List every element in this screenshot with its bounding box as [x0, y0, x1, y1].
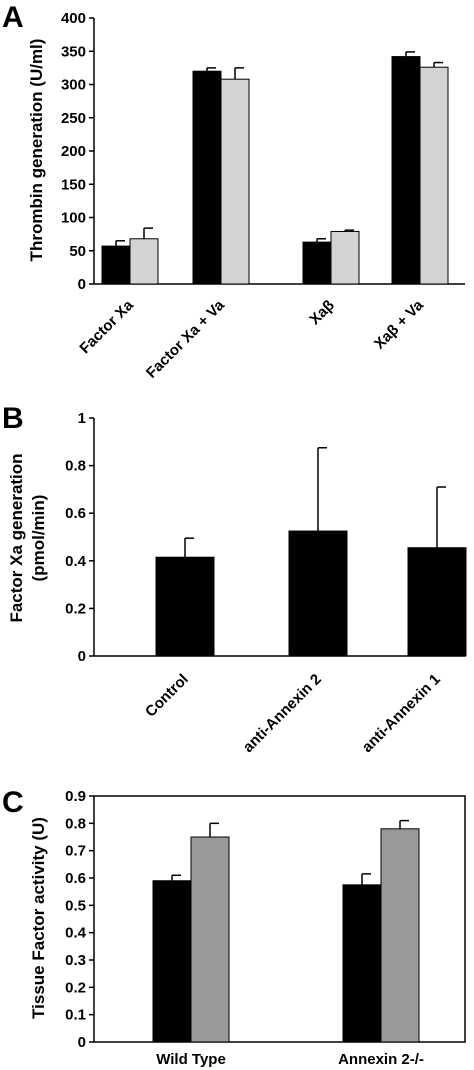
bar-c [152, 880, 192, 1043]
x-category-label-a: Xaβ + Va [371, 296, 427, 352]
panel-c: C Tissue Factor activity (U) 00.10.20.30… [2, 786, 466, 1068]
y-tick-label-c: 0.4 [65, 925, 87, 942]
x-category-label-b: Control [142, 671, 192, 721]
y-tick-label-a: 300 [61, 77, 86, 94]
bar-b [155, 556, 215, 657]
panel-label-b: B [2, 402, 24, 435]
y-tick-label-b: 0.4 [65, 553, 87, 570]
x-category-label-b: anti-Annexin 2 [240, 671, 325, 756]
bar-c [190, 836, 230, 1043]
y-tick-label-c: 0.3 [65, 952, 86, 969]
y-axis-label-c: Tissue Factor activity (U) [29, 817, 48, 1019]
x-category-label-a: Xaβ [306, 297, 337, 328]
y-axis-label-a: Thrombin generation (U/ml) [27, 39, 46, 262]
chart-marks-b: 0 0.2 0.4 0.6 0.8 1 Control anti-Annexin 2 anti-… [65, 410, 467, 756]
y-tick-label-a: 100 [61, 210, 86, 227]
bar-c [380, 828, 420, 1043]
y-tick-label-a: 350 [61, 43, 86, 60]
y-tick-label-c: 0 [78, 1034, 86, 1051]
x-category-label-c: Annexin 2-/- [338, 1051, 424, 1068]
y-tick-label-b: 0 [78, 648, 86, 665]
chart-marks-c: 0 0.1 0.2 0.3 0.4 0.5 0.6 0.7 0.8 0.9 Wild Type Ann… [65, 788, 466, 1068]
y-axis-label-b-line1: Factor Xa generation [7, 453, 26, 622]
bar-b [407, 547, 467, 657]
bar-a [330, 230, 360, 285]
bar-a [129, 238, 159, 285]
bar-a [192, 70, 222, 285]
y-tick-label-b: 1 [78, 410, 86, 427]
bar-a [101, 245, 131, 285]
y-axis-label-b-line2: (pmol/min) [29, 495, 48, 582]
y-tick-label-c: 0.8 [65, 815, 86, 832]
bar-a [391, 56, 421, 285]
y-tick-label-b: 0.2 [65, 600, 86, 617]
x-category-label-c: Wild Type [156, 1051, 226, 1068]
y-tick-label-c: 0.9 [65, 788, 86, 805]
y-tick-label-c: 0.1 [65, 1007, 86, 1024]
x-category-label-a: Factor Xa [76, 296, 137, 357]
panel-label-c: C [2, 786, 24, 819]
y-tick-label-b: 0.8 [65, 458, 86, 475]
chart-marks-a: 0 50 100 150 200 250 300 350 400 Factor Xa Factor … [61, 10, 465, 382]
bar-c [342, 884, 382, 1043]
bar-a [419, 66, 449, 285]
x-category-label-b: anti-Annexin 1 [359, 671, 444, 756]
y-tick-label-a: 400 [61, 10, 86, 27]
panel-label-a: A [2, 1, 24, 34]
y-tick-label-a: 250 [61, 110, 86, 127]
y-tick-label-c: 0.7 [65, 843, 86, 860]
y-tick-label-c: 0.2 [65, 979, 86, 996]
panel-b: B Factor Xa generation (pmol/min) 0 0.2 0.… [2, 402, 467, 756]
y-tick-label-c: 0.5 [65, 897, 86, 914]
bar-a [302, 241, 332, 285]
x-category-label-a: Factor Xa + Va [143, 296, 228, 381]
y-tick-label-a: 50 [69, 243, 86, 260]
bar-b [288, 530, 348, 657]
y-tick-label-a: 200 [61, 143, 86, 160]
y-tick-label-a: 150 [61, 176, 86, 193]
plot-frame-c [93, 795, 466, 1043]
y-tick-label-a: 0 [78, 276, 86, 293]
bar-a [220, 78, 250, 285]
y-tick-label-b: 0.6 [65, 505, 86, 522]
y-tick-label-c: 0.6 [65, 870, 86, 887]
panel-a: A Thrombin generation (U/ml) 0 50 100 150 20… [2, 1, 465, 382]
